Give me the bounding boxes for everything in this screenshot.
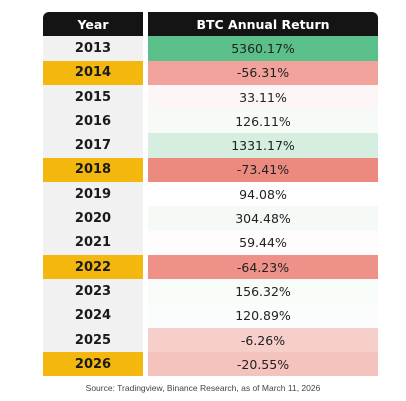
column-gap (143, 60, 148, 85)
return-value-cell: -64.23% (148, 254, 378, 280)
table-body: 2013 5360.17% 2014 -56.31% 2015 33.11% 2016 126… (43, 36, 378, 377)
year-cell: 2020 (43, 206, 143, 231)
table-row: 2018 -73.41% (43, 157, 378, 183)
table-row: 2020 304.48% (43, 206, 378, 231)
column-gap (143, 352, 148, 377)
return-value-cell: 120.89% (148, 303, 378, 328)
return-value-cell: -20.55% (148, 352, 378, 377)
table-row: 2013 5360.17% (43, 36, 378, 61)
table-header: Year BTC Annual Return (43, 12, 378, 37)
year-cell: 2016 (43, 109, 143, 134)
table-row: 2015 33.11% (43, 84, 378, 110)
return-value-cell: 33.11% (148, 84, 378, 110)
column-gap (143, 279, 148, 304)
year-cell: 2022 (43, 254, 143, 280)
year-column-header: Year (43, 12, 143, 37)
column-gap (143, 12, 148, 37)
return-value-cell: -56.31% (148, 60, 378, 85)
column-gap (143, 36, 148, 61)
year-cell: 2018 (43, 157, 143, 183)
column-gap (143, 133, 148, 158)
year-cell: 2021 (43, 230, 143, 255)
table-row: 2014 -56.31% (43, 60, 378, 85)
table-row: 2017 1331.17% (43, 133, 378, 158)
table-row: 2025 -6.26% (43, 327, 378, 353)
year-cell: 2017 (43, 133, 143, 158)
source-note: Source: Tradingview, Binance Research, a… (85, 383, 321, 393)
column-gap (143, 206, 148, 231)
returns-table: Year BTC Annual Return 2013 5360.17% 2014-… (43, 12, 378, 377)
year-cell: 2023 (43, 279, 143, 304)
column-gap (143, 182, 148, 207)
table-row: 2022 -64.23% (43, 254, 378, 280)
year-cell: 2015 (43, 84, 143, 110)
column-gap (143, 230, 148, 255)
column-gap (143, 303, 148, 328)
table-row: 2026 -20.55% (43, 352, 378, 377)
return-value-cell: -73.41% (148, 157, 378, 183)
column-gap (143, 157, 148, 183)
return-value-cell: 126.11% (148, 109, 378, 134)
column-gap (143, 84, 148, 110)
table-row: 2016 126.11% (43, 109, 378, 134)
year-cell: 2024 (43, 303, 143, 328)
table-row: 2023 156.32% (43, 279, 378, 304)
return-column-header: BTC Annual Return (148, 12, 378, 37)
return-value-cell: -6.26% (148, 327, 378, 353)
table-row: 2021 59.44% (43, 230, 378, 255)
column-gap (143, 327, 148, 353)
return-value-cell: 156.32% (148, 279, 378, 304)
table-row: 2024 120.89% (43, 303, 378, 328)
return-value-cell: 5360.17% (148, 36, 378, 61)
year-cell: 2014 (43, 60, 143, 85)
column-gap (143, 109, 148, 134)
table-row: 2019 94.08% (43, 182, 378, 207)
year-cell: 2013 (43, 36, 143, 61)
year-cell: 2026 (43, 352, 143, 377)
year-cell: 2019 (43, 182, 143, 207)
column-gap (143, 254, 148, 280)
return-value-cell: 1331.17% (148, 133, 378, 158)
return-value-cell: 59.44% (148, 230, 378, 255)
year-cell: 2025 (43, 327, 143, 353)
return-value-cell: 304.48% (148, 206, 378, 231)
return-value-cell: 94.08% (148, 182, 378, 207)
